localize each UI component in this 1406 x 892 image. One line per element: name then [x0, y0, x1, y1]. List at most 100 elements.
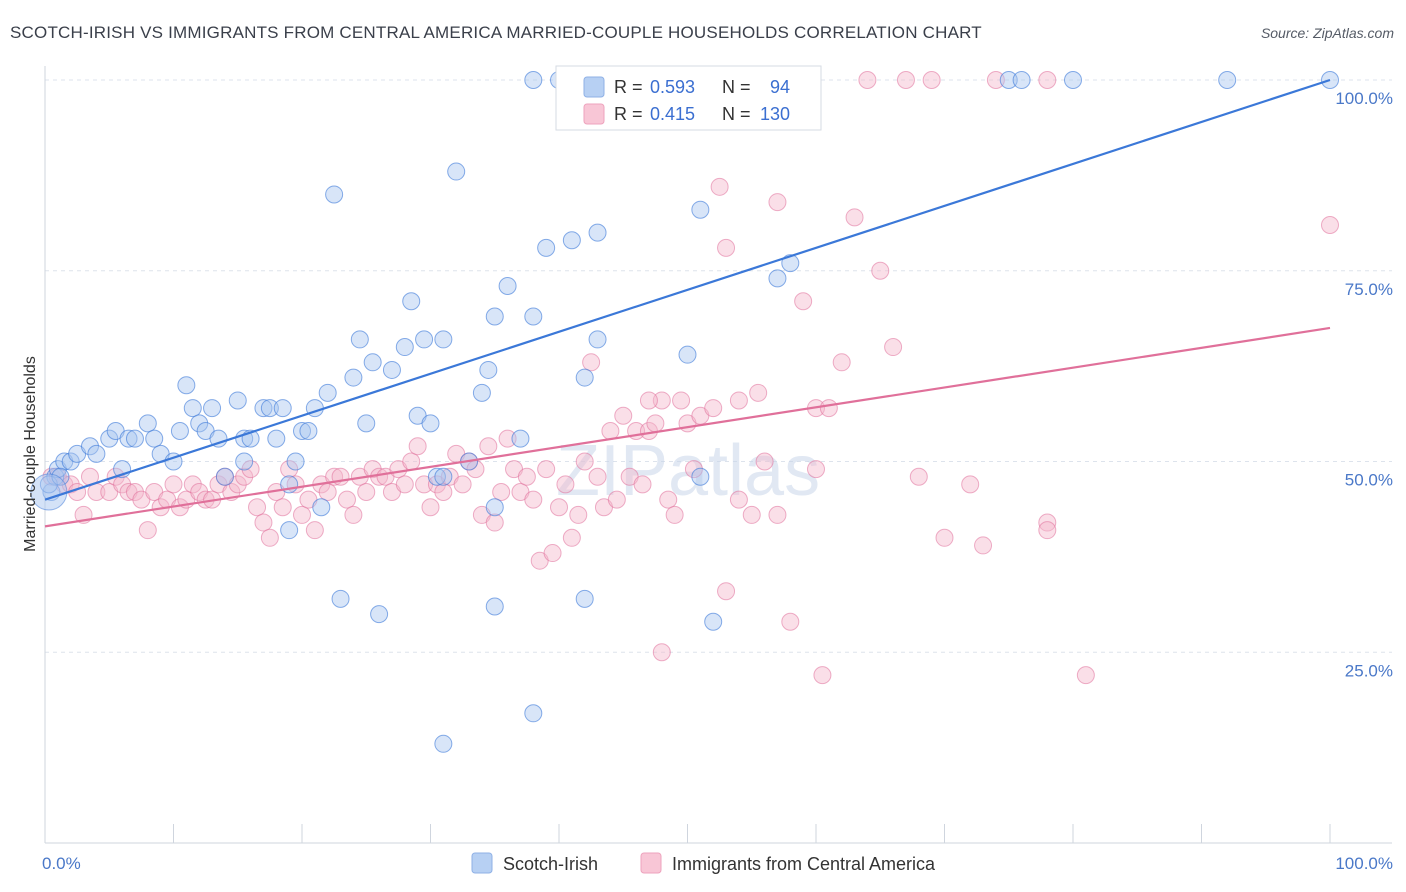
- y-tick-label-50: 50.0%: [1345, 471, 1393, 490]
- pink-point-86: [601, 421, 620, 440]
- pink-point-81: [569, 505, 588, 524]
- pink-point-46: [344, 505, 363, 524]
- series-scotch-irish-points: [30, 71, 1339, 753]
- pink-point-77: [543, 544, 562, 563]
- blue-point-46: [363, 353, 382, 372]
- pink-point-69: [492, 483, 511, 502]
- blue-point-13: [138, 414, 157, 433]
- pink-point-99: [684, 460, 703, 479]
- blue-point-36: [293, 421, 311, 440]
- pink-point-119: [845, 208, 864, 227]
- blue-point-33: [280, 521, 299, 540]
- pink-point-45: [337, 490, 356, 509]
- pink-point-93: [646, 414, 665, 433]
- blue-point-73: [588, 330, 607, 349]
- pink-point-68: [485, 513, 504, 532]
- blue-point-30: [260, 399, 279, 418]
- bottom-legend-label-scotch-irish: Scotch-Irish: [503, 854, 598, 874]
- blue-point-14: [145, 429, 164, 448]
- pink-point-107: [742, 505, 761, 524]
- blue-point-65: [498, 277, 517, 296]
- blue-point-78: [704, 612, 723, 631]
- blue-point-87: [999, 71, 1018, 89]
- pink-point-106: [729, 490, 748, 509]
- pink-point-104: [717, 582, 736, 601]
- pink-point-95: [659, 490, 678, 509]
- blue-point-70: [562, 231, 581, 250]
- pink-point-82: [575, 452, 594, 471]
- pink-point-137: [986, 71, 1005, 89]
- blue-point-32: [273, 399, 292, 418]
- pink-point-21: [183, 475, 202, 494]
- pink-point-94: [652, 391, 671, 410]
- blue-point-90: [1218, 71, 1237, 89]
- blue-point-12: [125, 429, 144, 448]
- pink-point-102: [710, 177, 729, 196]
- pink-point-136: [922, 71, 941, 89]
- pink-point-128: [1076, 666, 1095, 685]
- blue-point-80: [781, 254, 800, 273]
- legend: R = 0.593 N = 94 R = 0.415 N = 130: [555, 65, 822, 131]
- y-tick-labels: 25.0% 50.0% 75.0% 100.0%: [1335, 89, 1393, 680]
- blue-point-74: [588, 223, 607, 242]
- pink-point-117: [819, 399, 838, 418]
- pink-point-29: [235, 467, 254, 486]
- pink-point-18: [164, 475, 183, 494]
- blue-point-42: [331, 589, 350, 608]
- blue-point-62: [485, 307, 504, 326]
- pink-point-83: [582, 353, 601, 372]
- pink-point-30: [241, 460, 260, 479]
- pink-point-101: [704, 399, 723, 418]
- pink-point-121: [884, 338, 903, 357]
- pink-point-12: [125, 483, 144, 502]
- pink-point-58: [421, 498, 440, 517]
- pink-point-118: [832, 353, 851, 372]
- blue-point-29: [254, 399, 273, 418]
- blue-point-17: [170, 421, 189, 440]
- blue-point-7: [87, 444, 106, 463]
- pink-point-42: [318, 483, 337, 502]
- blue-point-55: [434, 330, 453, 349]
- chart-title: SCOTCH-IRISH VS IMMIGRANTS FROM CENTRAL …: [10, 23, 982, 42]
- bottom-legend-swatch-blue: [471, 852, 493, 874]
- pink-point-48: [357, 483, 376, 502]
- blue-point-37: [299, 421, 318, 440]
- blue-point-4: [61, 452, 80, 471]
- pink-point-56: [408, 437, 427, 456]
- blue-point-77: [691, 467, 710, 486]
- pink-point-97: [672, 391, 691, 410]
- pink-point-120: [871, 261, 890, 280]
- pink-point-76: [537, 460, 556, 479]
- bottom-legend-label-central-america: Immigrants from Central America: [672, 854, 936, 874]
- blue-point-49: [395, 338, 414, 357]
- pink-point-123: [935, 528, 954, 547]
- pink-point-73: [517, 467, 536, 486]
- blue-point-61: [479, 360, 498, 379]
- blue-point-19: [183, 399, 202, 418]
- blue-point-11: [119, 429, 138, 448]
- watermark: ZIPatlas: [556, 431, 820, 511]
- legend-r-label-2: R =: [614, 104, 643, 124]
- axes: [44, 66, 1392, 844]
- pink-point-67: [479, 437, 498, 456]
- pink-point-63: [453, 475, 472, 494]
- pink-point-109: [755, 452, 774, 471]
- legend-n-label-2: N =: [722, 104, 751, 124]
- y-tick-label-25: 25.0%: [1345, 661, 1393, 680]
- blue-point-68: [524, 704, 543, 723]
- pink-point-116: [813, 666, 832, 685]
- blue-point-52: [415, 330, 434, 349]
- blue-point-41: [325, 185, 344, 204]
- blue-point-18: [177, 376, 196, 395]
- blue-point-75: [678, 345, 697, 364]
- blue-point-50: [402, 292, 421, 311]
- blue-point-39: [312, 498, 331, 517]
- pink-point-55: [402, 452, 421, 471]
- y-tick-label-100: 100.0%: [1335, 89, 1393, 108]
- legend-n-label-1: N =: [722, 77, 751, 97]
- blue-point-76: [691, 200, 710, 219]
- blue-point-63: [485, 597, 504, 616]
- blue-point-22: [203, 399, 222, 418]
- source-label: Source: ZipAtlas.com: [1261, 25, 1394, 41]
- pink-point-87: [607, 490, 626, 509]
